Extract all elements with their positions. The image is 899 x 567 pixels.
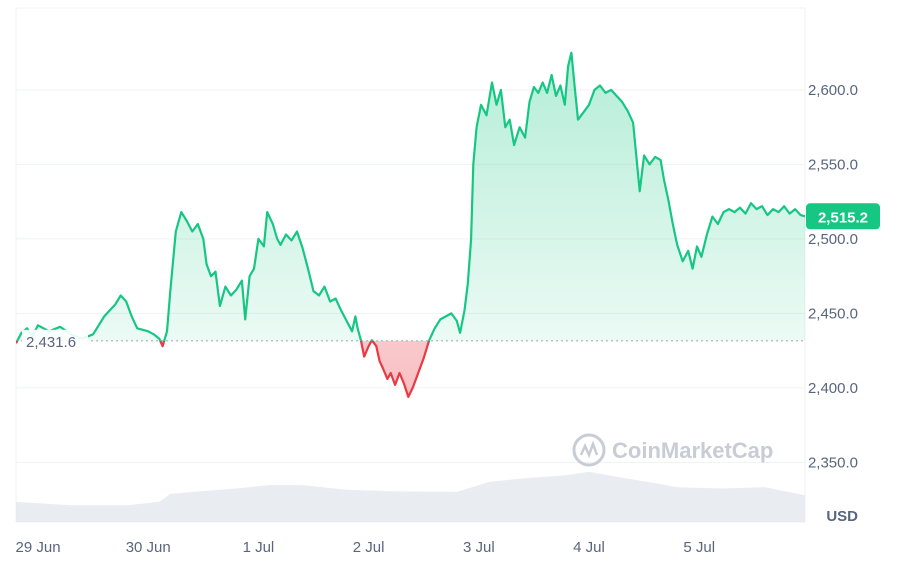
x-tick-label: 29 Jun: [16, 539, 61, 556]
y-tick-label: 2,400.0: [808, 380, 858, 397]
y-tick-label: 2,450.0: [808, 305, 858, 322]
y-tick-label: 2,350.0: [808, 454, 858, 471]
price-line-up: [16, 51, 805, 341]
x-tick-label: 4 Jul: [573, 539, 605, 556]
y-tick-label: 2,500.0: [808, 231, 858, 248]
area-fill-above-baseline: [16, 52, 805, 341]
x-tick-label: 3 Jul: [463, 539, 495, 556]
watermark-text: CoinMarketCap: [612, 438, 773, 463]
y-axis: 2,350.0 2,400.0 2,450.0 2,500.0 2,550.0 2,600…: [808, 82, 858, 471]
watermark: CoinMarketCap: [572, 433, 773, 467]
volume-area-shape: [16, 471, 805, 522]
x-tick-label: 30 Jun: [126, 539, 171, 556]
last-price-text: 2,515.2: [818, 209, 868, 226]
y-tick-label: 2,600.0: [808, 82, 858, 99]
coinmarketcap-logo-mark: [579, 440, 599, 459]
price-line: [16, 51, 805, 398]
x-tick-label: 5 Jul: [683, 539, 715, 556]
y-tick-label: 2,550.0: [808, 156, 858, 173]
last-price-badge: 2,515.2: [806, 203, 880, 230]
x-axis: 29 Jun 30 Jun 1 Jul 2 Jul 3 Jul 4 Jul 5 Jul: [16, 539, 716, 556]
area-fill-below-baseline: [16, 340, 430, 397]
currency-unit-label: USD: [826, 508, 858, 525]
x-tick-label: 2 Jul: [353, 539, 385, 556]
price-area: [16, 52, 805, 397]
baseline-value-text: 2,431.6: [26, 334, 76, 351]
volume-area: [16, 471, 805, 522]
baseline-value-label: 2,431.6: [22, 329, 88, 352]
last-price-badge-bg: [806, 203, 880, 230]
x-tick-label: 1 Jul: [243, 539, 275, 556]
coinmarketcap-logo-icon: [572, 433, 606, 467]
